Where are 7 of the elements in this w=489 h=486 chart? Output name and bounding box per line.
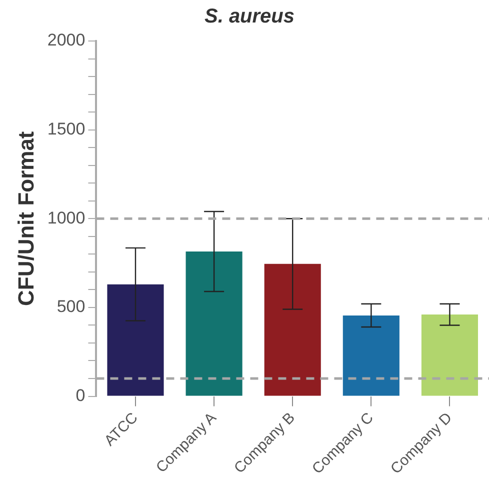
y-tick-label: 0: [76, 386, 86, 405]
y-tick-label: 1000: [47, 208, 86, 228]
y-tick-label: 1500: [47, 120, 86, 139]
y-tick-label: 500: [56, 297, 86, 316]
y-axis-title: CFU/Unit Format: [13, 130, 38, 306]
y-tick-label: 2000: [47, 30, 86, 50]
chart-title: S. aureus: [204, 6, 295, 28]
